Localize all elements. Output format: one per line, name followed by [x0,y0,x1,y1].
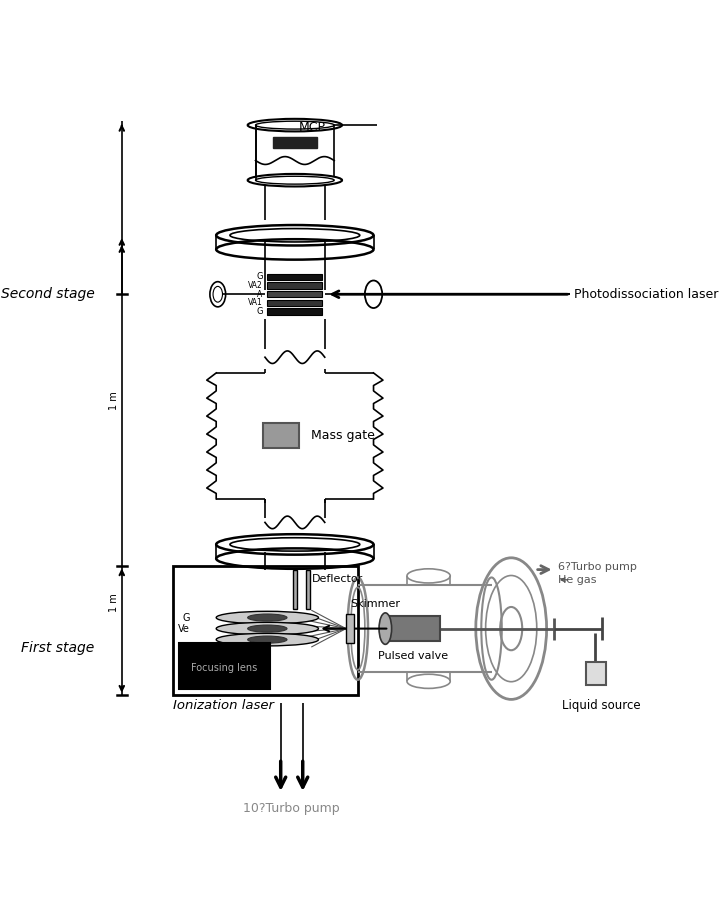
Text: MCP: MCP [298,121,326,134]
Bar [267,291,322,297]
Text: Liquid source: Liquid source [562,699,641,713]
Bar [293,570,297,609]
Text: A: A [257,290,262,299]
Text: Pulsed valve: Pulsed valve [377,651,448,661]
Text: VA1: VA1 [248,298,262,307]
Ellipse shape [216,611,319,624]
Bar [586,662,605,685]
Text: 6?Turbo pump: 6?Turbo pump [559,562,637,572]
Text: 1 m: 1 m [109,391,119,410]
Text: Focusing lens: Focusing lens [191,663,257,673]
Bar [173,565,358,695]
Ellipse shape [379,613,392,644]
Bar [267,300,322,306]
Bar [346,615,354,642]
Bar [179,642,270,689]
Text: Photodissociation laser: Photodissociation laser [574,287,718,301]
Bar [306,570,310,609]
Bar [385,616,441,641]
Text: G: G [183,612,191,622]
Bar [267,308,322,315]
Text: Ionization laser: Ionization laser [173,699,274,712]
Text: 1 m: 1 m [109,594,119,612]
Text: G: G [256,273,262,282]
Bar [263,424,299,448]
Text: VA2: VA2 [248,281,262,290]
Ellipse shape [247,614,287,621]
Bar [273,137,317,148]
Text: Deflector: Deflector [312,574,363,584]
Text: 10?Turbo pump: 10?Turbo pump [244,802,340,814]
Text: He gas: He gas [559,575,597,585]
Text: Ve: Ve [178,624,191,633]
Text: G: G [256,307,262,316]
Text: First stage: First stage [21,641,94,655]
Ellipse shape [216,633,319,646]
Ellipse shape [247,625,287,632]
Bar [267,274,322,280]
Ellipse shape [247,636,287,643]
Ellipse shape [216,622,319,635]
Text: Mass gate: Mass gate [311,429,375,442]
Text: Skimmer: Skimmer [350,599,400,609]
Text: Second stage: Second stage [1,287,94,301]
Bar [267,283,322,289]
